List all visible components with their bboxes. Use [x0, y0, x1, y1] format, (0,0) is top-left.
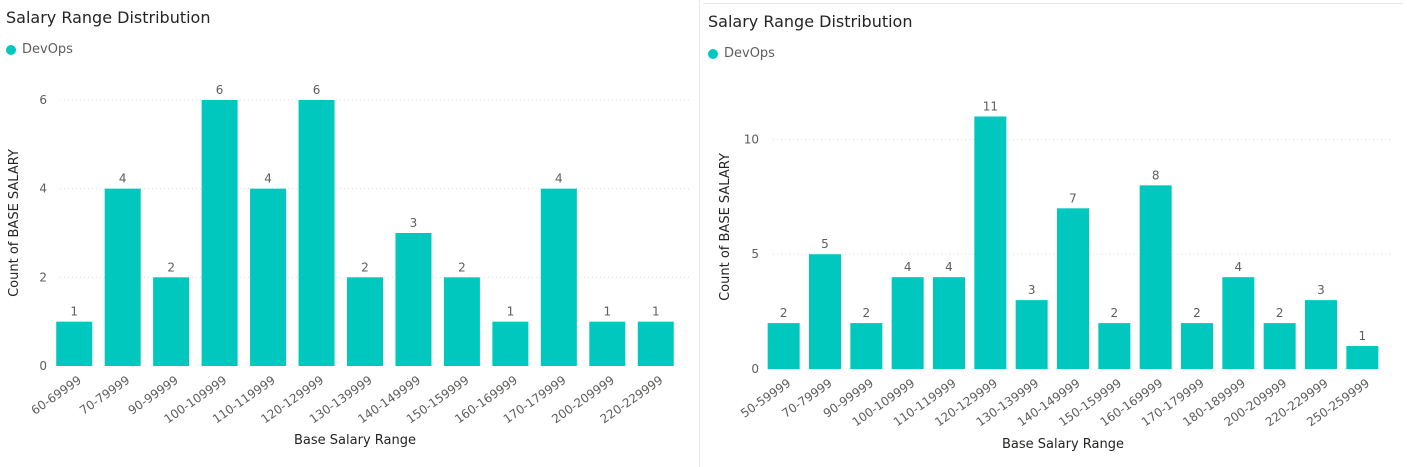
- bar: [933, 277, 965, 369]
- bar: [1346, 346, 1379, 369]
- bar: [347, 277, 383, 366]
- x-tick-label: 70-79999: [77, 373, 132, 418]
- data-label: 1: [70, 305, 78, 319]
- data-label: 1: [507, 305, 515, 319]
- chart-title: Salary Range Distribution: [708, 12, 913, 31]
- bar: [974, 116, 1007, 369]
- data-label: 11: [983, 99, 998, 113]
- data-label: 1: [603, 305, 611, 319]
- bar: [637, 321, 674, 366]
- bar: [1015, 300, 1048, 369]
- bar: [395, 233, 432, 366]
- legend-label: DevOps: [22, 42, 73, 57]
- legend[interactable]: DevOps: [6, 42, 73, 57]
- y-tick-label: 10: [744, 132, 759, 146]
- bar: [104, 188, 141, 366]
- y-tick-label: 0: [39, 359, 47, 373]
- data-label: 2: [1276, 306, 1284, 320]
- left-chart-panel: Salary Range Distribution DevOps 0 2 4 6 Cou…: [0, 0, 695, 467]
- x-tick-label: 60-69999: [29, 373, 84, 418]
- data-label: 8: [1152, 168, 1160, 182]
- data-label: 6: [313, 83, 321, 97]
- bar: [56, 321, 93, 366]
- x-axis-title: Base Salary Range: [294, 433, 416, 448]
- bar: [589, 321, 626, 366]
- bar: [1139, 185, 1172, 369]
- data-label: 2: [1111, 306, 1119, 320]
- data-label: 4: [264, 172, 272, 186]
- bar: [298, 100, 335, 366]
- data-label: 2: [863, 306, 871, 320]
- bar: [492, 321, 529, 366]
- bar: [1263, 323, 1296, 369]
- y-axis-title: Count of BASE SALARY: [718, 153, 733, 301]
- data-label: 6: [216, 83, 224, 97]
- data-label: 1: [1359, 329, 1367, 343]
- legend-label: DevOps: [724, 46, 775, 61]
- y-tick-label: 2: [39, 270, 47, 284]
- data-label: 4: [904, 260, 912, 274]
- bar: [767, 323, 800, 369]
- chart-title: Salary Range Distribution: [6, 8, 211, 27]
- bar: [201, 100, 238, 366]
- data-label: 2: [458, 260, 466, 274]
- y-tick-label: 0: [751, 362, 759, 376]
- bar-chart-right: 0 5 10 Count of BASE SALARY Base Salary Rang…: [718, 99, 1393, 452]
- x-axis-title: Base Salary Range: [1002, 437, 1124, 452]
- y-axis-title: Count of BASE SALARY: [7, 149, 22, 297]
- bar: [540, 188, 577, 366]
- data-label: 2: [780, 306, 788, 320]
- data-label: 4: [119, 172, 127, 186]
- data-label: 5: [821, 237, 829, 251]
- bar: [1057, 208, 1089, 369]
- bar: [1181, 323, 1213, 369]
- y-tick-label: 4: [39, 182, 47, 196]
- data-label: 4: [945, 260, 953, 274]
- bar: [809, 254, 841, 369]
- data-label: 3: [1317, 283, 1325, 297]
- bar: [891, 277, 924, 369]
- bar: [250, 188, 287, 366]
- legend-marker-icon: [708, 48, 718, 59]
- bar: [1305, 300, 1337, 369]
- bar-chart-left: 0 2 4 6 Count of BASE SALARY Base Salary Rang…: [7, 83, 690, 448]
- data-label: 4: [555, 172, 563, 186]
- data-label: 1: [652, 305, 660, 319]
- panel-divider: [699, 0, 700, 467]
- bar: [443, 277, 480, 366]
- right-chart-panel: Salary Range Distribution DevOps 0 5 10 Cou…: [703, 0, 1407, 467]
- y-tick-label: 5: [751, 247, 759, 261]
- bar: [1098, 323, 1131, 369]
- data-label: 4: [1235, 260, 1243, 274]
- data-label: 2: [167, 260, 175, 274]
- bar: [850, 323, 883, 369]
- data-label: 3: [1028, 283, 1036, 297]
- data-label: 2: [1193, 306, 1201, 320]
- data-label: 2: [361, 260, 369, 274]
- legend[interactable]: DevOps: [708, 46, 775, 61]
- top-border-line: [703, 3, 1403, 4]
- bar: [153, 277, 190, 366]
- bar: [1222, 277, 1255, 369]
- y-tick-label: 6: [39, 93, 47, 107]
- legend-marker-icon: [6, 44, 16, 55]
- data-label: 7: [1069, 191, 1077, 205]
- data-label: 3: [410, 216, 418, 230]
